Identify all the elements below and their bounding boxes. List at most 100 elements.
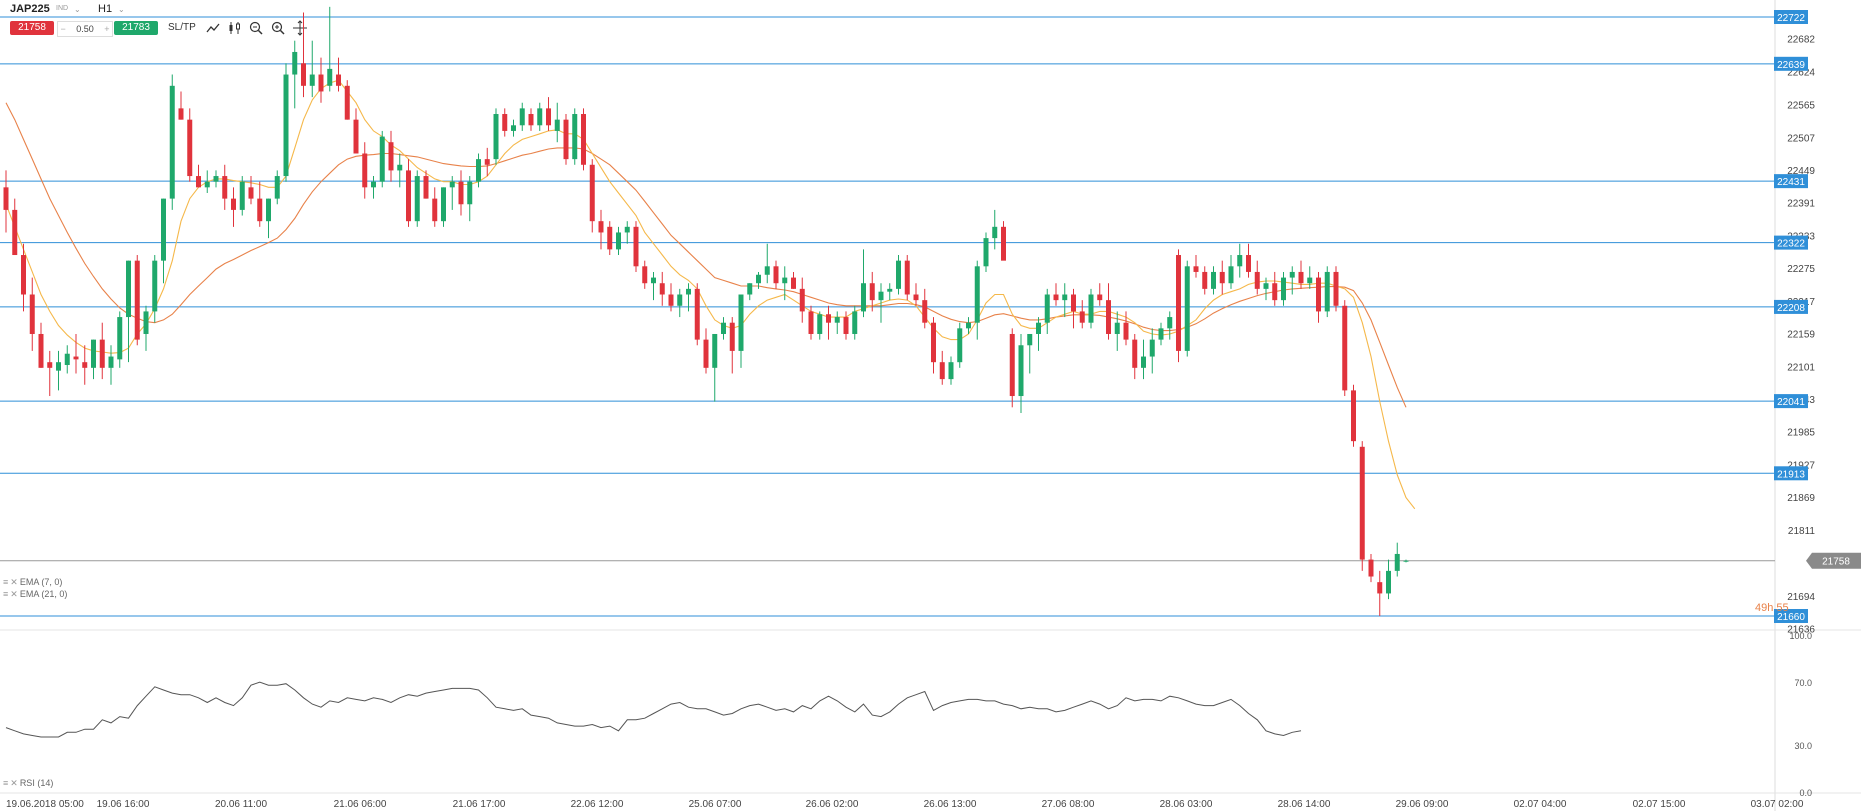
timer-note: 49h 55 xyxy=(1755,602,1789,614)
candle-body xyxy=(686,288,691,295)
line-chart-icon[interactable] xyxy=(205,20,221,36)
timeframe-chevron-down-icon[interactable]: ⌄ xyxy=(118,5,125,14)
candle-body xyxy=(231,198,236,210)
candle-body xyxy=(143,311,149,334)
x-tick-label: 28.06 03:00 xyxy=(1160,799,1213,810)
candle-body xyxy=(248,187,254,199)
candle-body xyxy=(1298,271,1304,284)
ema21-line xyxy=(5,102,1407,408)
candle-body xyxy=(607,226,613,250)
candle-body xyxy=(502,114,508,131)
candle-body xyxy=(1001,226,1006,261)
candle-body xyxy=(869,283,875,301)
candle-body xyxy=(309,74,315,86)
level-price-badge xyxy=(1774,56,1808,71)
candle-body xyxy=(1307,277,1313,284)
candles-icon[interactable] xyxy=(227,20,243,36)
candle-body xyxy=(318,74,324,92)
candle-body xyxy=(1394,553,1400,571)
remove-icon[interactable]: ✕ xyxy=(10,778,18,788)
candle-body xyxy=(336,74,341,86)
candle-body xyxy=(966,322,971,329)
zoom-out-icon[interactable] xyxy=(248,20,264,36)
candle-body xyxy=(266,198,271,222)
candle-body xyxy=(633,226,639,267)
remove-icon[interactable]: ✕ xyxy=(10,589,18,599)
candle-body xyxy=(1386,570,1391,594)
candle-body xyxy=(1097,294,1103,301)
crosshair-icon[interactable] xyxy=(292,20,308,36)
lot-plus-button[interactable]: + xyxy=(104,24,110,34)
candle-body xyxy=(1289,271,1295,278)
ema7-legend[interactable]: ≡ ✕ EMA (7, 0) xyxy=(3,577,62,588)
candle-body xyxy=(423,176,429,199)
candle-body xyxy=(826,314,831,323)
remove-icon[interactable]: ✕ xyxy=(10,577,18,587)
candle-body xyxy=(292,51,298,75)
rsi-tick-label: 30.0 xyxy=(1794,741,1812,751)
candle-body xyxy=(1036,322,1041,334)
candle-body xyxy=(362,153,368,188)
rsi-legend[interactable]: ≡ ✕ RSI (14) xyxy=(3,778,53,789)
candle-body xyxy=(703,339,709,368)
candle-body xyxy=(554,119,560,131)
candle-body xyxy=(406,170,411,222)
candle-body xyxy=(371,181,376,188)
symbol-name[interactable]: JAP225 xyxy=(10,3,50,15)
candle-body xyxy=(449,181,455,188)
candle-body xyxy=(808,311,814,334)
candle-body xyxy=(458,181,464,205)
candle-body xyxy=(887,288,893,292)
buy-button[interactable]: 21783 xyxy=(114,21,158,35)
candle-body xyxy=(782,277,788,284)
candle-body xyxy=(117,317,123,360)
drag-handle-icon[interactable]: ≡ xyxy=(3,589,9,599)
candle-body xyxy=(904,260,910,295)
level-price-label: 22722 xyxy=(1777,13,1805,24)
candle-body xyxy=(327,68,333,86)
candle-body xyxy=(896,260,901,289)
candle-body xyxy=(161,198,166,261)
level-price-label: 22208 xyxy=(1777,303,1805,314)
x-tick-label: 22.06 12:00 xyxy=(571,799,624,810)
candle-body xyxy=(1132,339,1138,368)
candle-body xyxy=(152,260,158,312)
y-tick-label: 21811 xyxy=(1788,526,1816,537)
candle-body xyxy=(379,136,385,182)
candle-body xyxy=(537,108,543,126)
lot-size-stepper[interactable]: − 0.50 + xyxy=(57,21,113,37)
candle-body xyxy=(511,125,516,131)
candle-body xyxy=(1009,333,1015,397)
candle-body xyxy=(931,322,936,363)
zoom-in-icon[interactable] xyxy=(270,20,286,36)
current-price-badge xyxy=(1806,552,1861,569)
x-tick-label: 19.06.2018 05:00 xyxy=(6,799,84,810)
candle-body xyxy=(598,221,604,233)
y-tick-label: 21869 xyxy=(1787,493,1815,504)
drag-handle-icon[interactable]: ≡ xyxy=(3,778,9,788)
drag-handle-icon[interactable]: ≡ xyxy=(3,577,9,587)
rsi-line xyxy=(5,681,1302,738)
candle-body xyxy=(213,176,219,182)
ema21-legend[interactable]: ≡ ✕ EMA (21, 0) xyxy=(3,589,67,600)
lot-minus-button[interactable]: − xyxy=(60,24,66,34)
sell-button[interactable]: 21758 xyxy=(10,21,54,35)
candle-body xyxy=(843,317,849,334)
symbol-chevron-down-icon[interactable]: ⌄ xyxy=(74,5,81,14)
candle-body xyxy=(204,181,210,188)
candle-body xyxy=(729,322,735,351)
candle-body xyxy=(738,294,744,351)
candle-body xyxy=(913,294,919,301)
candle-body xyxy=(1167,317,1173,329)
candle-body xyxy=(3,187,9,210)
candle-body xyxy=(29,294,35,334)
candle-body xyxy=(1211,271,1216,289)
sltp-button[interactable]: SL/TP xyxy=(168,22,196,33)
timeframe-selector[interactable]: H1 xyxy=(98,3,113,15)
candle-body xyxy=(642,266,648,284)
candle-body xyxy=(64,353,70,366)
lot-value[interactable]: 0.50 xyxy=(76,24,94,34)
x-tick-label: 03.07 02:00 xyxy=(1751,799,1804,810)
candle-body xyxy=(764,266,770,275)
